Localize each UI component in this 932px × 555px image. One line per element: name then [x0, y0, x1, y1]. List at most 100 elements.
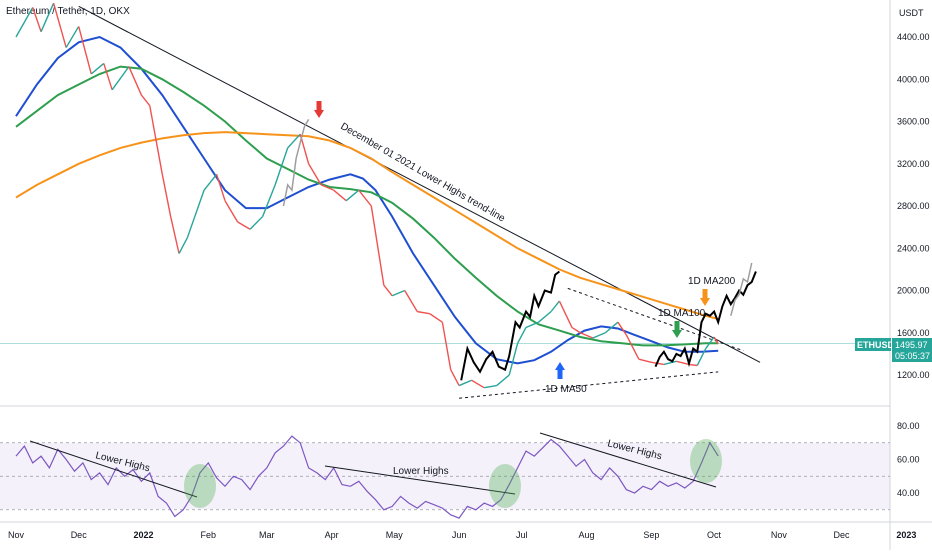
price-segment [140, 94, 151, 107]
price-tick-label: 2400.00 [897, 243, 930, 253]
price-segment [274, 147, 289, 186]
price-segment [307, 163, 322, 186]
annotations [29, 101, 722, 508]
fractal-grey-2 [730, 262, 753, 316]
ma50-label: 1D MA50 [545, 384, 587, 395]
price-segment [404, 290, 418, 312]
price-segment [484, 384, 497, 389]
price-segment [224, 200, 239, 223]
price-tick-label: 2000.00 [897, 286, 930, 296]
price-segment [161, 174, 172, 217]
price-segment [15, 7, 34, 38]
price-tick-label: 3200.00 [897, 159, 930, 169]
price-segment [441, 322, 452, 370]
rsi-line [15, 435, 719, 519]
price-segment [592, 332, 606, 339]
price-segment [571, 326, 581, 334]
price-segment [261, 184, 276, 217]
triangle-resistance-line [567, 287, 744, 352]
rsi-highlight-ellipse-2 [489, 464, 521, 508]
last-price-badge [892, 338, 932, 362]
time-tick-label: Mar [259, 530, 275, 540]
price-segment [237, 221, 251, 230]
price-segment [249, 216, 264, 230]
price-segment [696, 348, 707, 366]
countdown-value: 05:05:37 [895, 351, 930, 361]
price-tick-label: 4400.00 [897, 32, 930, 42]
price-segment [458, 379, 472, 387]
price-segment [103, 63, 113, 91]
price-tick-label: 2800.00 [897, 201, 930, 211]
moving-average-lines [15, 35, 719, 365]
price-segment [65, 26, 80, 48]
price-segment [580, 332, 594, 339]
rsi-lower-highs-label-2: Lower Highs [393, 466, 449, 477]
price-segment [550, 300, 560, 313]
price-segment [111, 66, 130, 91]
currency-label: USDT [899, 8, 924, 18]
price-segment [391, 289, 406, 297]
ticker-badge-text: ETHUSDT [857, 340, 900, 350]
ma-line-1d-ma50 [15, 35, 719, 365]
arrow-blue-up [555, 362, 565, 379]
price-axis-ticks: 1200.00 1600.00 2000.00 2400.00 2800.00 3200.… [897, 32, 930, 380]
price-segment [496, 374, 510, 387]
rsi-trendline-3 [539, 432, 717, 488]
time-tick-label: Dec [834, 530, 851, 540]
time-tick-label: Nov [8, 530, 25, 540]
time-tick-label: Nov [771, 530, 788, 540]
fractal-grey-1 [282, 119, 310, 207]
price-tick-label: 3600.00 [897, 117, 930, 127]
price-segment [705, 336, 715, 350]
price-segment [203, 173, 218, 191]
rsi-trendline-2 [324, 465, 516, 495]
time-tick-label: Feb [201, 530, 217, 540]
rsi-tick-label: 40.00 [897, 488, 920, 498]
arrow-green-down [672, 321, 682, 338]
price-segment [638, 358, 652, 364]
ma-line-1d-ma200 [15, 131, 719, 320]
triangle-support-line [459, 371, 719, 399]
price-segment [663, 360, 677, 366]
price-segment [287, 133, 301, 149]
time-tick-label: Jul [516, 530, 528, 540]
time-axis-ticks: Nov Dec 2022 Feb Mar Apr May Jun Jul Aug Sep Oct Nov… [8, 530, 916, 540]
time-tick-label: Aug [579, 530, 595, 540]
price-segment [169, 216, 180, 254]
rsi-series [15, 435, 719, 519]
price-segment [40, 2, 55, 33]
time-tick-label: Sep [643, 530, 659, 540]
rsi-axis-ticks: 40.00 60.00 80.00 [897, 421, 920, 498]
price-segment [625, 334, 640, 360]
price-segment [516, 327, 527, 344]
price-segment [538, 311, 552, 323]
price-segment [676, 360, 690, 366]
price-tick-label: 1200.00 [897, 370, 930, 380]
fractal-black-2 [654, 271, 757, 368]
price-segment [78, 26, 92, 75]
time-tick-label: 2023 [896, 530, 916, 540]
price-segment [450, 369, 460, 386]
price-segment [333, 189, 347, 202]
price-segment [713, 336, 719, 345]
time-tick-label: May [386, 530, 404, 540]
arrow-orange-down [700, 289, 710, 306]
price-segment [128, 66, 143, 96]
arrow-red-down [314, 101, 324, 118]
price-segment [215, 174, 226, 201]
price-segment [52, 3, 67, 48]
price-segment [417, 310, 430, 315]
price-segment [525, 321, 539, 329]
price-segment [604, 321, 619, 334]
price-segment [471, 379, 485, 389]
time-tick-label: Jun [452, 530, 467, 540]
price-segment [358, 189, 372, 207]
price-segment [429, 313, 443, 323]
chart-title: Ethereum / Tether, 1D, OKX [6, 6, 130, 17]
time-tick-label: Dec [71, 530, 88, 540]
price-segment [32, 7, 42, 32]
price-segment [149, 105, 163, 175]
price-tick-label: 4000.00 [897, 74, 930, 84]
time-tick-label: 2022 [133, 530, 153, 540]
